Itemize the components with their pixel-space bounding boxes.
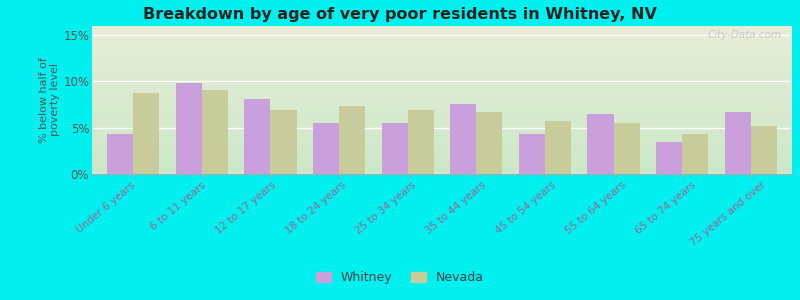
Bar bbox=[725, 112, 751, 174]
Text: 18 to 24 years: 18 to 24 years bbox=[283, 180, 347, 236]
Y-axis label: % below half of
poverty level: % below half of poverty level bbox=[39, 57, 61, 143]
Bar bbox=[614, 123, 640, 174]
Text: 35 to 44 years: 35 to 44 years bbox=[423, 180, 487, 236]
Text: 75 years and over: 75 years and over bbox=[689, 180, 767, 248]
Text: Under 6 years: Under 6 years bbox=[74, 180, 138, 235]
Bar bbox=[270, 110, 297, 174]
Bar bbox=[176, 83, 202, 174]
Bar bbox=[382, 123, 408, 174]
Text: 65 to 74 years: 65 to 74 years bbox=[633, 180, 698, 236]
Bar bbox=[408, 110, 434, 174]
Text: 45 to 54 years: 45 to 54 years bbox=[493, 180, 558, 236]
Bar bbox=[656, 142, 682, 174]
Bar bbox=[133, 93, 159, 174]
Bar bbox=[476, 112, 502, 174]
Text: 55 to 64 years: 55 to 64 years bbox=[563, 180, 627, 236]
Text: 6 to 11 years: 6 to 11 years bbox=[148, 180, 207, 232]
Bar bbox=[450, 104, 476, 174]
Bar bbox=[339, 106, 365, 174]
Text: 25 to 34 years: 25 to 34 years bbox=[353, 180, 418, 236]
Bar bbox=[107, 134, 133, 174]
Bar bbox=[202, 91, 228, 174]
Text: 12 to 17 years: 12 to 17 years bbox=[213, 180, 278, 236]
Bar bbox=[545, 121, 571, 174]
Text: City-Data.com: City-Data.com bbox=[707, 30, 782, 40]
Bar bbox=[244, 99, 270, 174]
Bar bbox=[587, 114, 614, 174]
Bar bbox=[313, 123, 339, 174]
Bar bbox=[519, 134, 545, 174]
Text: Breakdown by age of very poor residents in Whitney, NV: Breakdown by age of very poor residents … bbox=[143, 8, 657, 22]
Bar bbox=[751, 126, 777, 174]
Bar bbox=[682, 134, 708, 174]
Legend: Whitney, Nevada: Whitney, Nevada bbox=[311, 266, 489, 289]
